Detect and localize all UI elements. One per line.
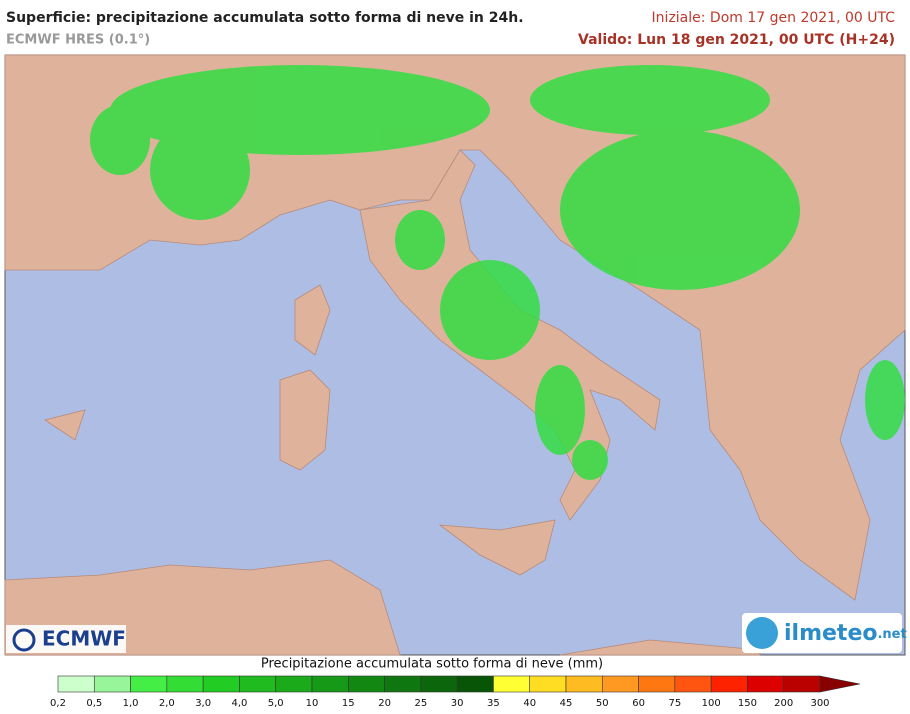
colorbar-segment: [456, 675, 494, 693]
valid-time: Valido: Lun 18 gen 2021, 00 UTC (H+24): [578, 32, 895, 48]
colorbar-segment: [710, 675, 748, 693]
colorbar-label: 2,0: [159, 698, 175, 709]
colorbar-label: 15: [342, 698, 355, 709]
legend-title: Precipitazione accumulata sotto forma di…: [261, 657, 603, 672]
colorbar-segment: [601, 675, 639, 693]
colorbar-label: 4,0: [231, 698, 247, 709]
map: ECMWF ilmeteo.net: [4, 54, 907, 656]
colorbar-label: 300: [810, 698, 829, 709]
colorbar-label: 0,5: [86, 698, 102, 709]
colorbar-segment: [311, 675, 349, 693]
colorbar-segment: [565, 675, 603, 693]
colorbar-segment: [638, 675, 676, 693]
colorbar-label: 25: [414, 698, 427, 709]
colorbar-label: 30: [451, 698, 464, 709]
colorbar-label: 5,0: [268, 698, 284, 709]
colorbar-segment: [384, 675, 422, 693]
colorbar-label: 1,0: [123, 698, 139, 709]
snow-areas: [90, 65, 905, 480]
colorbar-segment: [275, 675, 313, 693]
colorbar-label: 10: [306, 698, 319, 709]
colorbar-segment: [239, 675, 277, 693]
colorbar-segment: [529, 675, 567, 693]
colorbar-label: 3,0: [195, 698, 211, 709]
colorbar-segment: [202, 675, 240, 693]
model: ECMWF HRES (0.1°): [6, 33, 150, 48]
colorbar-arrow: [819, 675, 861, 693]
colorbar-segment: [166, 675, 204, 693]
colorbar-label: 40: [523, 698, 536, 709]
title: Superficie: precipitazione accumulata so…: [6, 10, 524, 26]
colorbar-segment: [493, 675, 531, 693]
colorbar-segment: [747, 675, 785, 693]
colorbar-segment: [674, 675, 712, 693]
colorbar-segment: [347, 675, 385, 693]
logo-left-icon: [12, 628, 36, 652]
colorbar-label: 60: [632, 698, 645, 709]
colorbar-label: 50: [596, 698, 609, 709]
colorbar-label: 0,2: [50, 698, 66, 709]
colorbar-segment: [130, 675, 168, 693]
colorbar-segment: [420, 675, 458, 693]
colorbar-segment: [93, 675, 131, 693]
colorbar: 0,2 0,5 1,0 2,0 3,0 4,0 5,0 10 15 20 25 30 35 40 45 50 6…: [50, 675, 861, 709]
colorbar-label: 35: [487, 698, 500, 709]
init-time: Iniziale: Dom 17 gen 2021, 00 UTC: [652, 10, 896, 26]
colorbar-segment: [57, 675, 95, 693]
colorbar-label: 150: [738, 698, 757, 709]
colorbar-label: 45: [560, 698, 573, 709]
colorbar-label: 100: [702, 698, 721, 709]
colorbar-label: 20: [378, 698, 391, 709]
colorbar-label: 75: [668, 698, 681, 709]
colorbar-segment: [783, 675, 821, 693]
colorbar-label: 200: [774, 698, 793, 709]
logo-right-icon: [746, 617, 778, 649]
logo-left: ECMWF: [42, 627, 126, 651]
logo-right-bg: [742, 613, 902, 653]
logo-right: ilmeteo.net: [784, 621, 907, 646]
